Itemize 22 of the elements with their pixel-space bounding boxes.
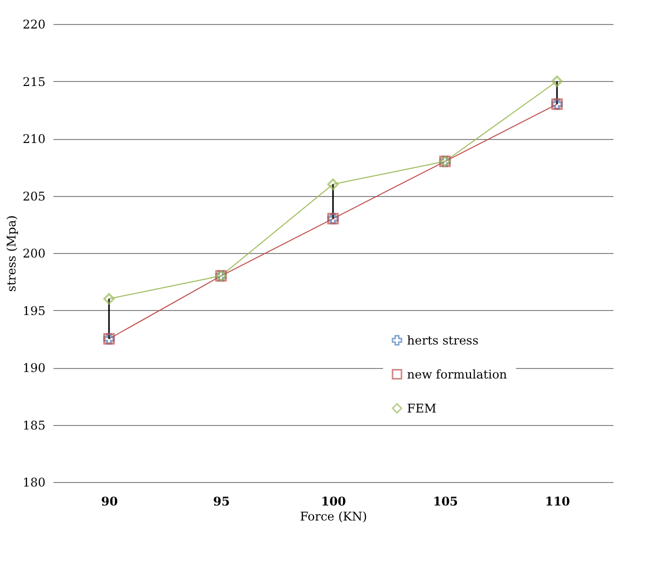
- x-tick-label: 100: [320, 494, 346, 508]
- y-tick-label: 210: [22, 132, 46, 146]
- y-tick-label: 195: [22, 304, 46, 318]
- x-tick-label: 110: [544, 494, 570, 508]
- y-tick-label: 205: [22, 189, 46, 204]
- x-axis-title: Force (KN): [300, 510, 368, 524]
- y-axis-title: stress (Mpa): [4, 215, 19, 292]
- y-tick-label: 185: [22, 418, 46, 432]
- y-tick-label: 220: [22, 18, 46, 32]
- x-tick-label: 95: [213, 494, 230, 508]
- x-tick-label: 105: [432, 494, 458, 508]
- legend-label: herts stress: [407, 333, 478, 348]
- y-tick-label: 200: [22, 246, 46, 260]
- point: [327, 178, 339, 190]
- x-tick-label: 90: [101, 494, 118, 508]
- y-tick-label: 215: [22, 74, 46, 89]
- point: [103, 293, 115, 305]
- legend-label: new formulation: [407, 367, 508, 382]
- y-tick-label: 180: [22, 476, 46, 490]
- point: [551, 76, 563, 87]
- legend-label: FEM: [407, 401, 436, 416]
- y-tick-label: 190: [22, 361, 46, 375]
